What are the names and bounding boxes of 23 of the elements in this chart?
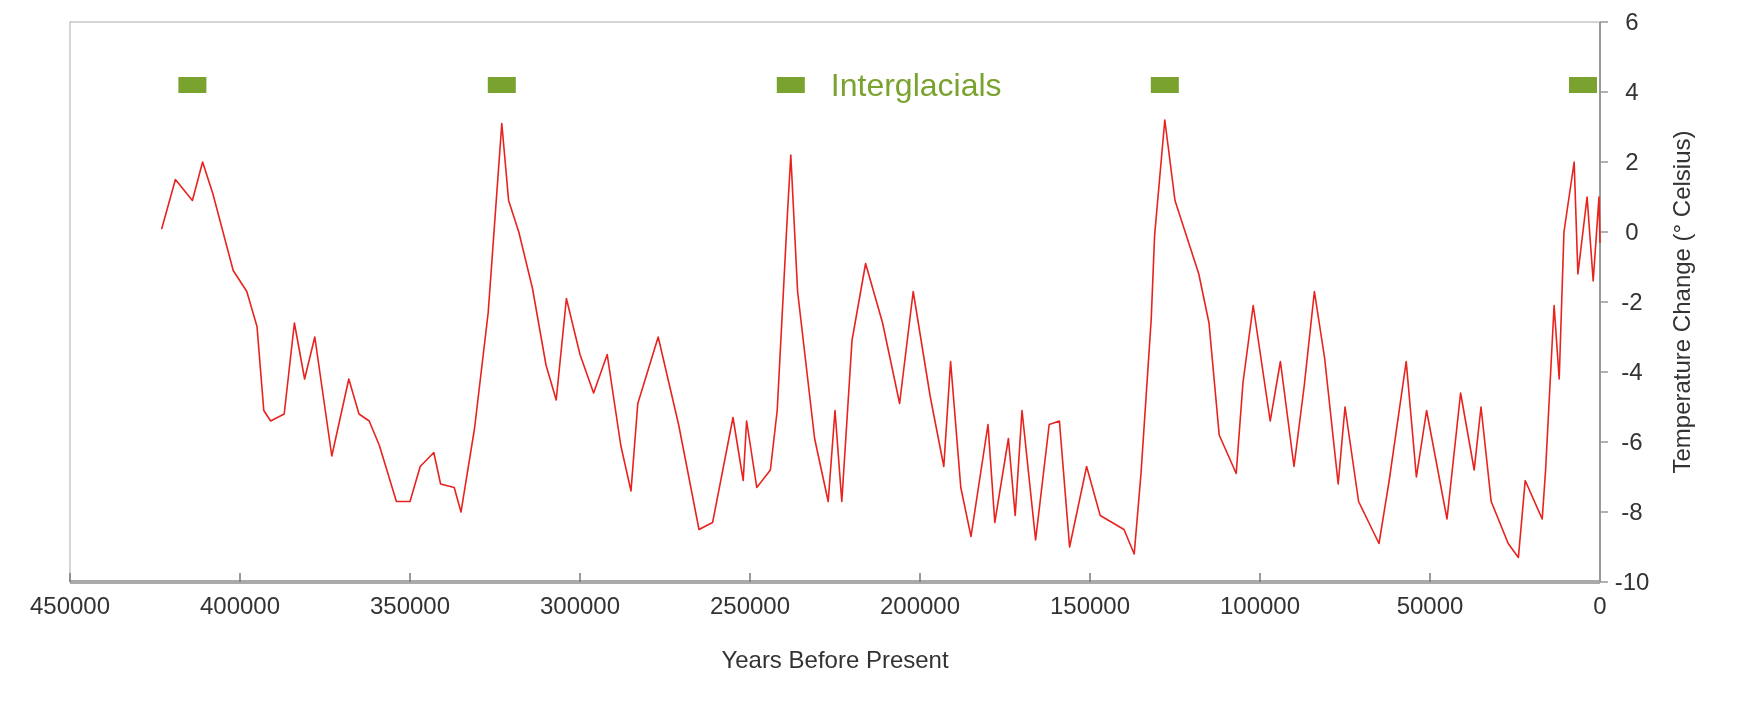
x-tick-label: 450000 <box>29 592 111 619</box>
y-tick-label: -2 <box>1621 288 1643 316</box>
y-tick-label: 2 <box>1625 148 1639 176</box>
x-tick-label: 250000 <box>709 592 791 619</box>
x-tick-label: 350000 <box>369 592 451 619</box>
y-tick-label: -4 <box>1621 358 1643 386</box>
line-series <box>161 119 1601 559</box>
x-axis-title: Years Before Present <box>721 646 949 673</box>
x-tick-label: 200000 <box>879 592 961 619</box>
x-tick-label: 150000 <box>1049 592 1131 619</box>
y-tick-label: -8 <box>1621 498 1643 526</box>
x-tick-label: 300000 <box>539 592 621 619</box>
x-tick-label: 400000 <box>199 592 281 619</box>
x-tick-label: 0 <box>1593 592 1607 619</box>
y-tick-label: -10 <box>1614 568 1650 596</box>
y-tick-label: 0 <box>1625 218 1639 246</box>
x-tick-label: 100000 <box>1219 592 1301 619</box>
y-tick-label: 6 <box>1625 8 1639 36</box>
series-label: Interglacials <box>830 67 1002 104</box>
y-axis-title: Temperature Change (° Celsius) <box>1668 130 1695 474</box>
y-tick-label: -6 <box>1621 428 1643 456</box>
x-tick-label: 50000 <box>1396 592 1464 619</box>
y-tick-label: 4 <box>1625 78 1639 106</box>
